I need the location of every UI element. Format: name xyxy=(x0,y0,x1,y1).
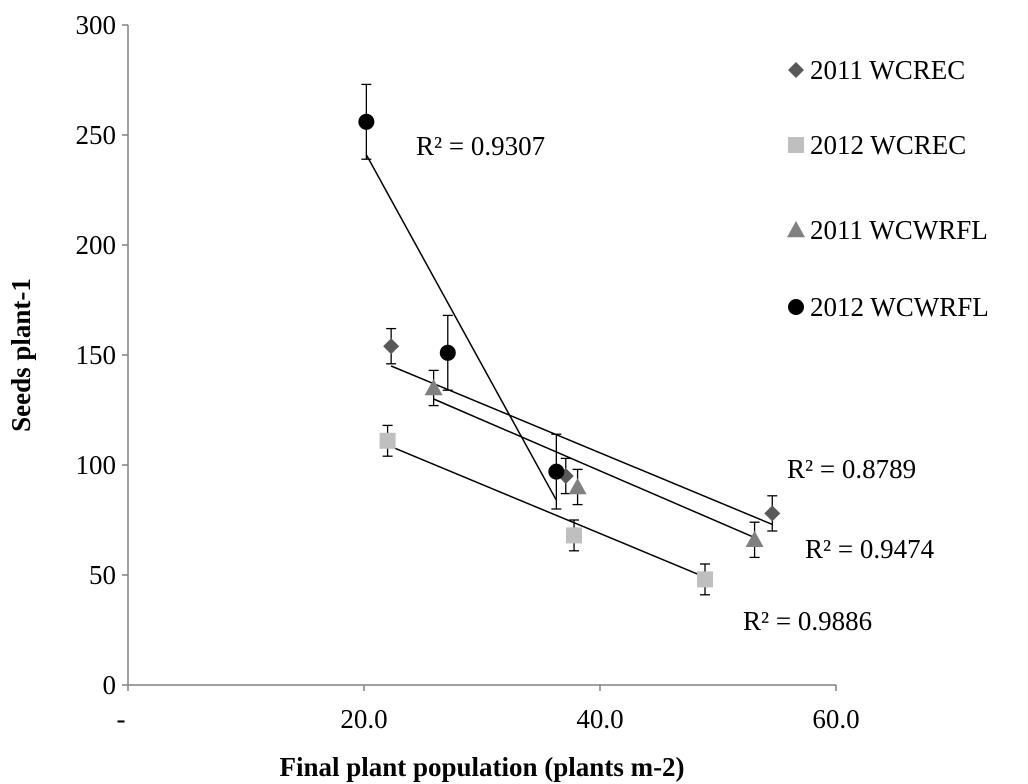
data-point xyxy=(764,505,781,522)
legend-label: 2011 WCREC xyxy=(810,55,965,85)
legend-marker xyxy=(788,62,804,78)
trendline xyxy=(365,154,557,501)
y-axis-title: Seeds plant-1 xyxy=(6,278,36,432)
data-point xyxy=(383,338,400,355)
legend-label: 2011 WCWRFL xyxy=(810,215,988,245)
r-squared-labels: R² = 0.8789 R² = 0.9886 R² = 0.9474 R² = 0.… xyxy=(416,131,935,636)
r-squared-label: R² = 0.9474 xyxy=(805,534,935,564)
y-ticks: 0 50 100 150 200 250 300 xyxy=(76,10,128,700)
x-tick-label: 40.0 xyxy=(576,704,623,734)
markers xyxy=(358,113,781,588)
y-tick-label: 200 xyxy=(76,230,117,260)
data-point xyxy=(548,463,565,480)
y-tick-label: 250 xyxy=(76,120,117,150)
legend-marker xyxy=(787,221,805,238)
legend: 2011 WCREC 2012 WCREC 2011 WCWRFL 2012 WCWR… xyxy=(787,55,989,322)
x-tick-label: 60.0 xyxy=(812,704,859,734)
trendline xyxy=(387,444,706,578)
r-squared-label: R² = 0.8789 xyxy=(787,454,916,484)
legend-marker xyxy=(788,299,804,315)
legend-label: 2012 WCWRFL xyxy=(810,292,989,322)
plot-area: 0 50 100 150 200 250 300 - 20.0 40.0 60.0 R² = 0.… xyxy=(76,10,935,734)
data-point xyxy=(424,379,443,396)
x-ticks: - 20.0 40.0 60.0 xyxy=(117,685,860,734)
x-tick-label: - xyxy=(117,704,126,734)
y-tick-label: 0 xyxy=(103,670,117,700)
data-point xyxy=(745,530,764,547)
data-point xyxy=(358,113,375,130)
x-tick-label: 20.0 xyxy=(340,704,387,734)
y-tick-label: 300 xyxy=(76,10,117,40)
trendline xyxy=(390,365,773,526)
data-point xyxy=(568,478,587,495)
legend-marker xyxy=(788,137,804,153)
trendline xyxy=(433,398,755,539)
y-tick-label: 100 xyxy=(76,450,117,480)
r-squared-label: R² = 0.9886 xyxy=(743,606,872,636)
y-tick-label: 50 xyxy=(89,560,116,590)
data-point xyxy=(697,571,714,588)
y-tick-label: 150 xyxy=(76,340,117,370)
data-point xyxy=(379,432,396,449)
x-axis-title: Final plant population (plants m-2) xyxy=(279,752,684,782)
trendlines xyxy=(365,154,773,578)
r-squared-label: R² = 0.9307 xyxy=(416,131,545,161)
data-point xyxy=(566,527,583,544)
data-point xyxy=(439,344,456,361)
legend-label: 2012 WCREC xyxy=(810,130,966,160)
